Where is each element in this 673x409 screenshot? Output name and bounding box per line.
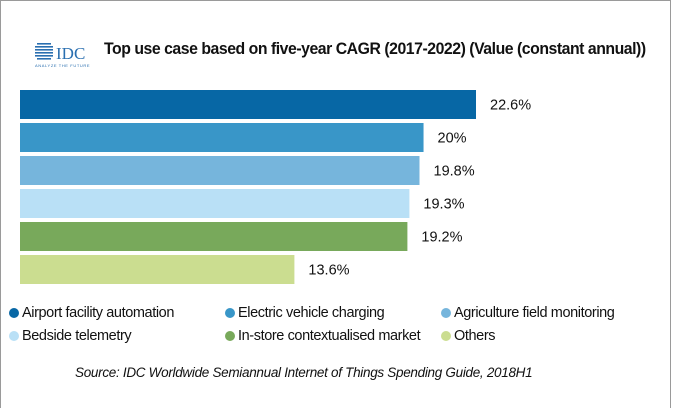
data-label: 19.8% xyxy=(434,164,475,180)
chart-title: Top use case based on five-year CAGR (20… xyxy=(104,39,646,58)
data-label: 22.6% xyxy=(490,98,531,114)
bar-chart: 22.6% 20% 19.8% 19.3% 19.2% 13.6% xyxy=(20,90,531,284)
legend-marker xyxy=(9,308,19,318)
legend-marker xyxy=(9,331,19,341)
data-label: 20% xyxy=(438,131,467,147)
source-note: Source: IDC Worldwide Semiannual Interne… xyxy=(75,365,533,380)
legend-item: Airport facility automation xyxy=(9,305,174,321)
legend-marker xyxy=(441,308,451,318)
bar xyxy=(20,156,420,185)
legend-item: In-store contextualised market xyxy=(225,328,421,344)
data-label: 13.6% xyxy=(308,263,349,279)
svg-text:IDC: IDC xyxy=(56,44,85,63)
idc-logo: IDC ANALYZE THE FUTURE xyxy=(35,43,90,68)
data-label: 19.2% xyxy=(421,230,462,246)
svg-text:ANALYZE THE FUTURE: ANALYZE THE FUTURE xyxy=(35,63,90,68)
bar xyxy=(20,255,295,284)
legend-item: Bedside telemetry xyxy=(9,328,132,344)
bar xyxy=(20,123,424,152)
legend-item: Agriculture field monitoring xyxy=(441,305,615,321)
legend-item: Electric vehicle charging xyxy=(225,305,385,321)
legend-marker xyxy=(225,331,235,341)
bar xyxy=(20,189,410,218)
legend-marker xyxy=(225,308,235,318)
bar xyxy=(20,90,476,119)
legend-item: Others xyxy=(441,328,496,344)
bar xyxy=(20,222,408,251)
data-label: 19.3% xyxy=(423,197,464,213)
legend-marker xyxy=(441,331,451,341)
